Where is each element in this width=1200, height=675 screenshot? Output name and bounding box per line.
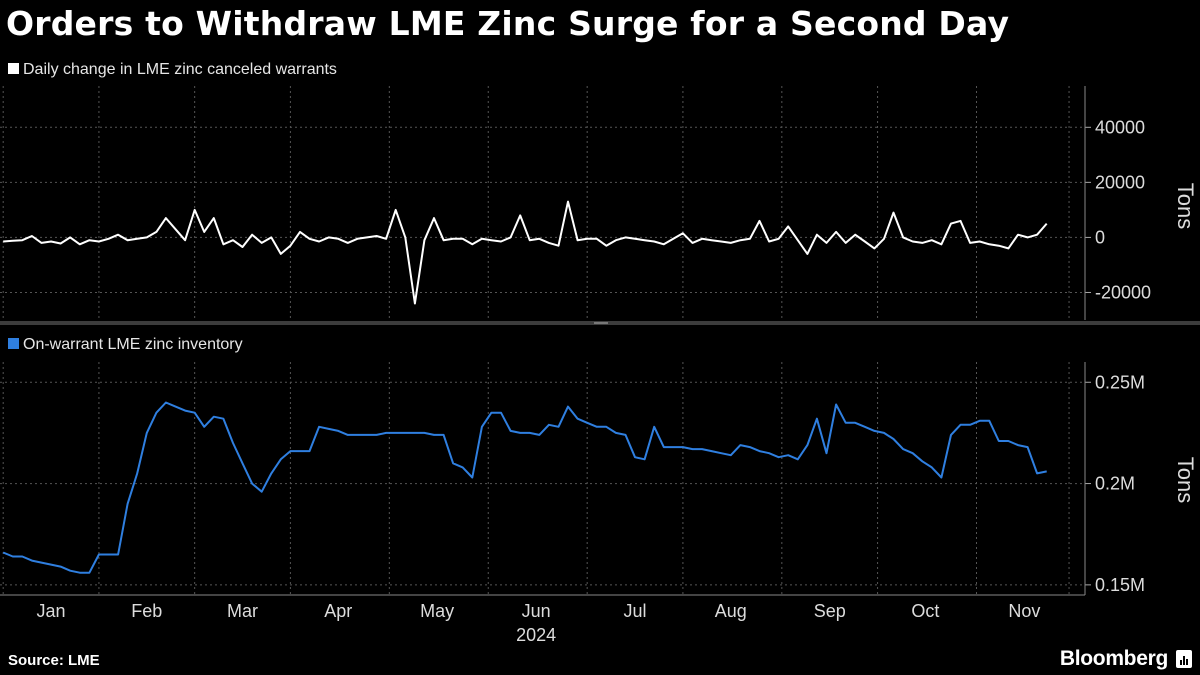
chart-title: Orders to Withdraw LME Zinc Surge for a … — [6, 4, 1010, 43]
source-note: Source: LME — [8, 652, 100, 669]
legend-label-on-warrant-inventory: On-warrant LME zinc inventory — [23, 336, 243, 353]
y-tick-label-inventory: 0.15M — [1095, 575, 1145, 595]
y-tick-label-canceled-warrants: 40000 — [1095, 117, 1145, 137]
y-tick-label-canceled-warrants: -20000 — [1095, 282, 1151, 302]
x-tick-label: Sep — [814, 601, 846, 621]
x-tick-label: Nov — [1008, 601, 1040, 621]
y-axis-unit-canceled-warrants: Tons — [1173, 183, 1198, 229]
y-tick-label-canceled-warrants: 20000 — [1095, 172, 1145, 192]
bloomberg-terminal-icon — [1176, 650, 1192, 668]
bloomberg-logo: Bloomberg — [1059, 647, 1168, 670]
divider-grip-icon[interactable] — [594, 322, 608, 324]
panel-divider[interactable] — [0, 321, 1200, 325]
x-tick-label: Feb — [131, 601, 162, 621]
x-tick-label: Apr — [324, 601, 352, 621]
icon-bar — [1186, 659, 1188, 665]
x-tick-label: Jan — [37, 601, 66, 621]
series-line-inventory — [2, 401, 1047, 574]
y-tick-label-inventory: 0.2M — [1095, 474, 1135, 494]
legend-label-canceled-warrants: Daily change in LME zinc canceled warran… — [23, 61, 337, 78]
icon-bar — [1183, 656, 1185, 665]
series-line-canceled-warrants — [3, 200, 1048, 305]
x-tick-label: Jun — [522, 601, 551, 621]
x-tick-label: Jul — [624, 601, 647, 621]
x-tick-label: May — [420, 601, 454, 621]
legend-swatch-white — [8, 63, 19, 74]
legend-canceled-warrants: Daily change in LME zinc canceled warran… — [8, 61, 337, 79]
x-tick-label: Mar — [227, 601, 258, 621]
y-axis-unit-inventory: Tons — [1173, 457, 1198, 503]
x-tick-label: Oct — [911, 601, 939, 621]
x-axis-year-label: 2024 — [516, 625, 556, 645]
y-tick-label-inventory: 0.25M — [1095, 372, 1145, 392]
x-tick-label: Aug — [715, 601, 747, 621]
y-tick-label-canceled-warrants: 0 — [1095, 227, 1105, 247]
legend-swatch-blue — [8, 338, 19, 349]
legend-on-warrant-inventory: On-warrant LME zinc inventory — [8, 336, 243, 354]
icon-bar — [1180, 660, 1182, 665]
